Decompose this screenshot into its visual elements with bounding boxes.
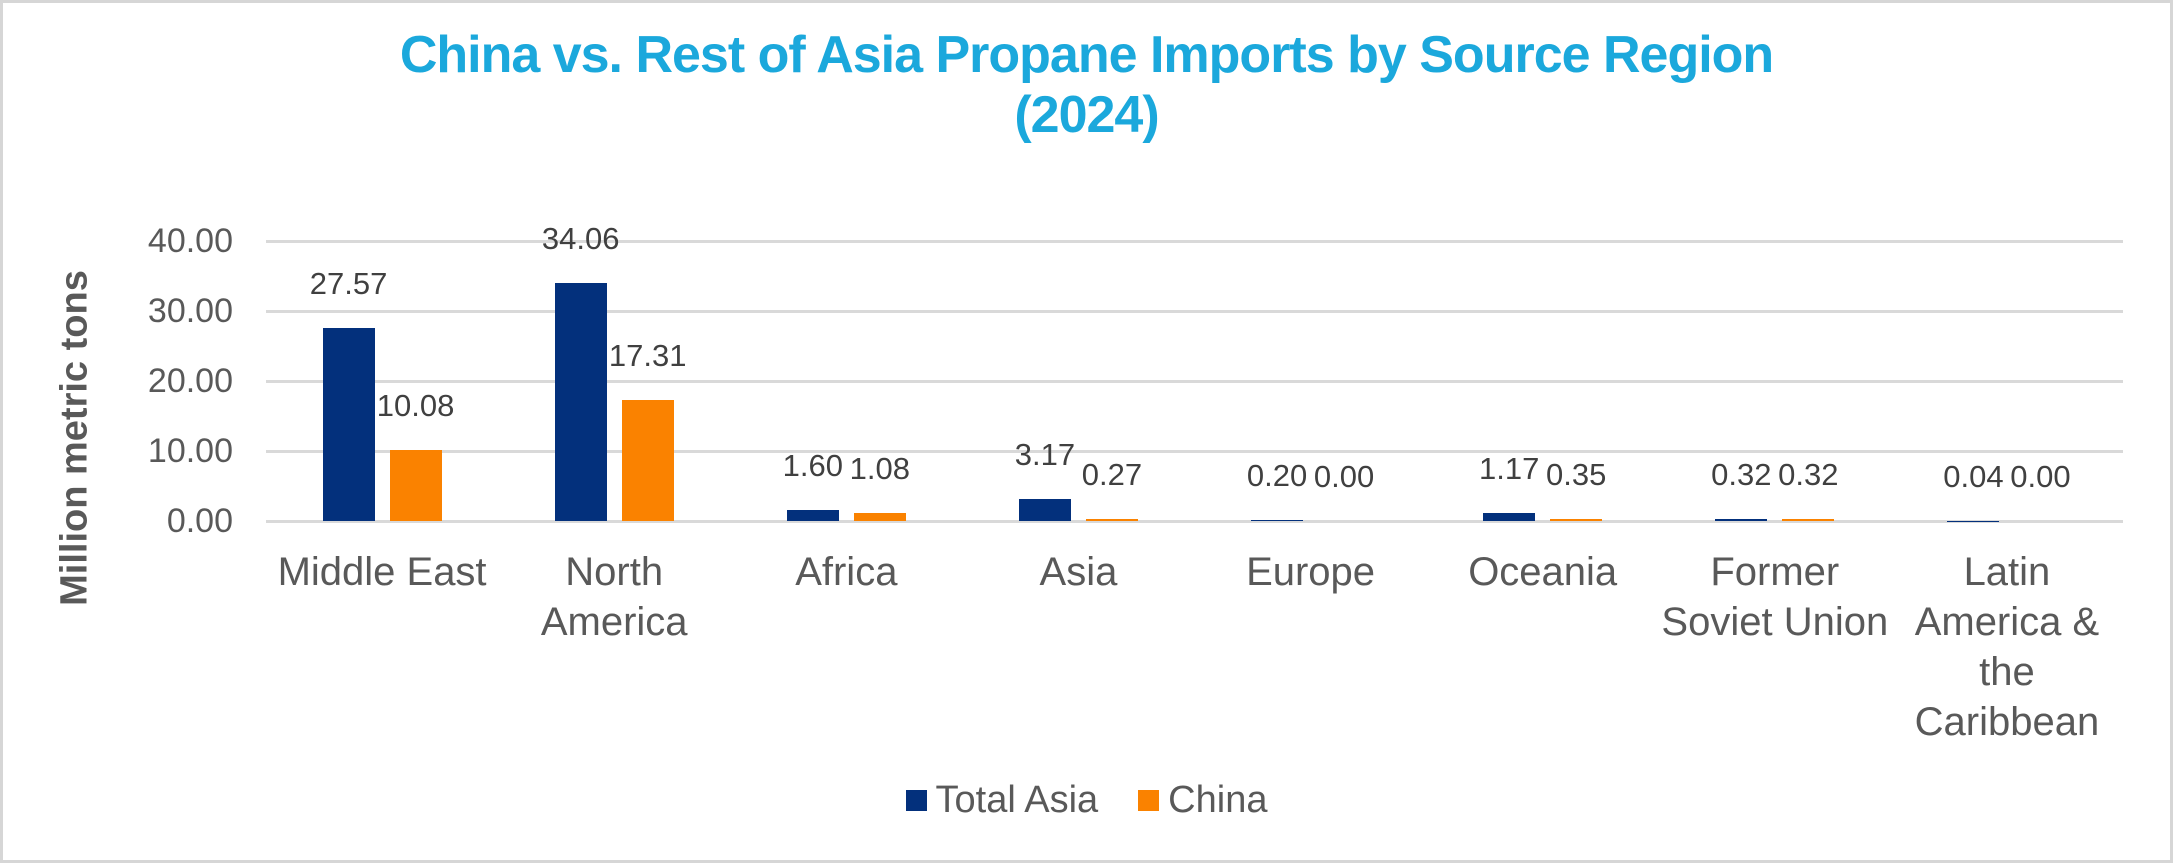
gridline <box>266 520 2123 523</box>
gridline <box>266 380 2123 383</box>
value-label: 0.27 <box>1081 457 1143 493</box>
y-tick-label: 0.00 <box>166 502 233 540</box>
legend: Total Asia China <box>3 775 2170 825</box>
value-label: 0.35 <box>1546 456 1607 492</box>
x-category-label-4: Europe <box>1246 550 1376 594</box>
value-label: 1.17 <box>1479 450 1540 486</box>
value-label: 0.04 <box>1943 458 2004 494</box>
y-tick-label: 40.00 <box>147 222 233 260</box>
x-category-label-5: Oceania <box>1468 550 1618 594</box>
total-asia-bar-6 <box>1715 518 1768 521</box>
y-tick-label: 30.00 <box>147 292 233 330</box>
total-asia-bar-0 <box>322 328 375 521</box>
value-label: 1.08 <box>849 451 910 487</box>
y-tick-label: 20.00 <box>147 362 233 400</box>
x-category-label-7: Latin America & the Caribbean <box>1914 550 2100 744</box>
legend-item-china: China <box>1138 779 1267 822</box>
total-asia-bar-3 <box>1018 498 1071 521</box>
x-category-label-1: North America <box>540 550 688 644</box>
chart-title: China vs. Rest of Asia Propane Imports b… <box>3 25 2170 145</box>
x-category-label-6: Former Soviet Union <box>1661 550 1889 644</box>
value-label: 0.00 <box>1313 459 1375 494</box>
chart-title-line-1: China vs. Rest of Asia Propane Imports b… <box>399 26 1774 84</box>
china-bar-5 <box>1550 518 1603 521</box>
total-asia-bar-5 <box>1483 512 1536 521</box>
china-bar-2 <box>853 513 906 521</box>
value-label: 10.08 <box>376 388 455 424</box>
value-label: 1.60 <box>782 447 843 483</box>
x-category-label-2: Africa <box>795 550 898 594</box>
value-label: 34.06 <box>541 220 620 256</box>
chart-title-line-2: (2024) <box>1014 86 1159 144</box>
china-bar-3 <box>1085 519 1138 521</box>
legend-label-china: China <box>1168 778 1268 821</box>
total-asia-swatch-icon <box>905 789 927 811</box>
value-label: 3.17 <box>1014 436 1076 472</box>
china-swatch-icon <box>1138 789 1160 811</box>
china-bar-1 <box>621 399 674 521</box>
china-bar-6 <box>1782 518 1835 521</box>
x-category-label-3: Asia <box>1039 550 1118 594</box>
legend-item-total-asia: Total Asia <box>905 778 1099 822</box>
legend-label-total-asia: Total Asia <box>935 778 1099 821</box>
value-label: 0.32 <box>1778 456 1839 492</box>
total-asia-bar-1 <box>554 282 607 521</box>
total-asia-bar-2 <box>786 509 839 521</box>
gridline <box>266 450 2123 453</box>
value-label: 0.00 <box>2010 459 2071 494</box>
china-bar-0 <box>389 450 442 521</box>
gridline <box>266 310 2123 313</box>
value-label: 0.20 <box>1246 457 1308 493</box>
x-category-label-0: Middle East <box>277 550 487 594</box>
y-tick-label: 10.00 <box>147 432 233 470</box>
value-label: 27.57 <box>309 266 388 301</box>
gridline <box>266 240 2123 243</box>
total-asia-bar-4 <box>1251 519 1304 521</box>
value-label: 0.32 <box>1711 456 1772 492</box>
value-label: 17.31 <box>608 337 687 373</box>
